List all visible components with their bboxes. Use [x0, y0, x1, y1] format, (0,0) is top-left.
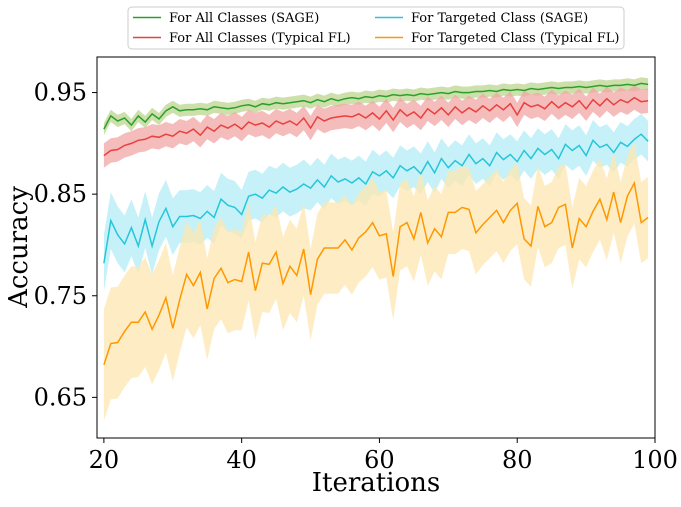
line-fl-all: [103, 96, 649, 157]
y-tick-label: 0.85: [34, 180, 87, 208]
band-fl-target: [103, 142, 649, 421]
legend: For All Classes (SAGE) For All Classes (…: [127, 6, 625, 50]
legend-frame: [127, 6, 625, 50]
legend-label-sage-target: For Targeted Class (SAGE): [411, 11, 588, 26]
band-sage-target: [103, 113, 649, 292]
plot-frame: [96, 56, 656, 439]
y-axis-ticks: 0.65 0.75 0.85 0.95: [34, 79, 97, 411]
line-fl-target: [103, 180, 649, 366]
line-sage-target: [103, 133, 649, 264]
x-axis-label: Iterations: [312, 468, 441, 498]
legend-label-fl-target: For Targeted Class (Typical FL): [411, 31, 619, 46]
y-tick-label: 0.75: [34, 282, 87, 310]
x-tick-label: 40: [226, 446, 257, 474]
legend-label-fl-all: For All Classes (Typical FL): [169, 31, 351, 46]
x-tick-label: 80: [502, 446, 533, 474]
x-tick-label: 100: [632, 446, 678, 474]
x-axis-ticks: 20 40 60 80 100: [89, 438, 678, 474]
y-tick-label: 0.95: [34, 79, 87, 107]
legend-label-sage-all: For All Classes (SAGE): [169, 11, 319, 26]
series-lines: [103, 82, 649, 366]
line-sage-all: [103, 82, 649, 130]
x-tick-label: 20: [89, 446, 120, 474]
band-sage-all: [103, 77, 649, 136]
y-axis-label: Accuracy: [4, 186, 34, 309]
y-tick-label: 0.65: [34, 383, 87, 411]
x-tick-label: 60: [364, 446, 395, 474]
confidence-bands: [103, 77, 649, 421]
